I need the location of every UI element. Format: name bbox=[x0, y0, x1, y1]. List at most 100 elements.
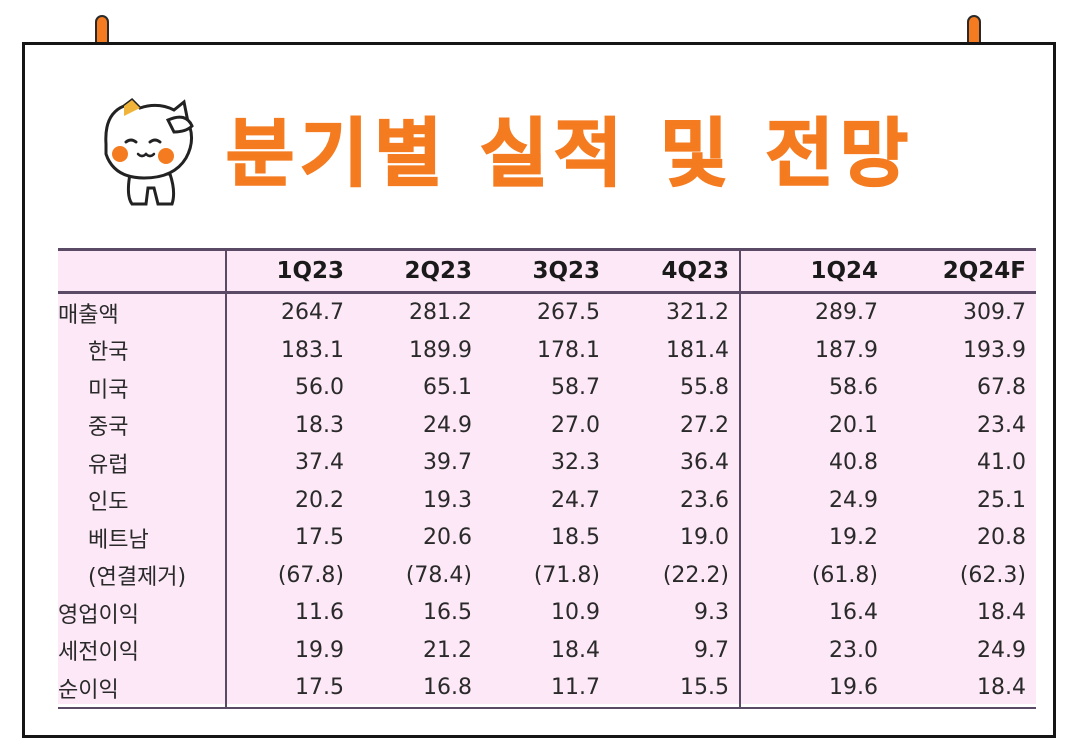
table-row: (연결제거) (67.8) (78.4) (71.8) (22.2) (61.8) (62.… bbox=[58, 556, 1036, 594]
header-cell: 2Q23 bbox=[354, 248, 482, 294]
table-cell: 20.8 bbox=[977, 525, 1026, 551]
table-cell: 20.2 bbox=[225, 481, 354, 519]
table-cell: 21.2 bbox=[423, 637, 472, 663]
table-cell: 10.9 bbox=[551, 600, 600, 626]
table-cell: 267.5 bbox=[537, 300, 600, 326]
table-cell: (22.2) bbox=[662, 562, 729, 588]
table-cell: 24.9 bbox=[423, 412, 472, 438]
row-label: (연결제거) bbox=[88, 565, 187, 591]
table-cell: 58.6 bbox=[739, 369, 888, 407]
table-row: 세전이익 19.9 21.2 18.4 9.7 23.0 24.9 bbox=[58, 631, 1036, 669]
table-cell: 20.6 bbox=[423, 525, 472, 551]
table-cell: 23.0 bbox=[739, 631, 888, 669]
header-cell: 2Q24F bbox=[888, 248, 1036, 294]
table-cell: 189.9 bbox=[409, 337, 472, 363]
table-cell: 19.6 bbox=[739, 669, 888, 709]
table-cell: 37.4 bbox=[225, 444, 354, 482]
table-row: 한국 183.1 189.9 178.1 181.4 187.9 193.9 bbox=[58, 331, 1036, 369]
table-cell: 58.7 bbox=[551, 375, 600, 401]
table-cell: 23.4 bbox=[977, 412, 1026, 438]
header-cell: 1Q24 bbox=[739, 248, 888, 294]
table-cell: 24.7 bbox=[551, 487, 600, 513]
row-label: 세전이익 bbox=[58, 640, 139, 666]
table-cell: (67.8) bbox=[225, 556, 354, 594]
table-row: 미국 56.0 65.1 58.7 55.8 58.6 67.8 bbox=[58, 369, 1036, 407]
table-cell: 19.9 bbox=[225, 631, 354, 669]
table-row: 인도 20.2 19.3 24.7 23.6 24.9 25.1 bbox=[58, 481, 1036, 519]
table-cell: 32.3 bbox=[551, 450, 600, 476]
table-cell: 11.6 bbox=[225, 594, 354, 632]
table-cell: 9.7 bbox=[694, 637, 729, 663]
table-cell: 17.5 bbox=[225, 519, 354, 557]
table-cell: 36.4 bbox=[680, 450, 729, 476]
results-table-container: 1Q23 2Q23 3Q23 4Q23 1Q24 2Q24F 매출액 264.7 2… bbox=[58, 248, 1036, 709]
table-cell: 321.2 bbox=[666, 300, 729, 326]
table-row: 영업이익 11.6 16.5 10.9 9.3 16.4 18.4 bbox=[58, 594, 1036, 632]
table-cell: 41.0 bbox=[977, 450, 1026, 476]
table-cell: 19.3 bbox=[423, 487, 472, 513]
table-cell: 20.1 bbox=[739, 406, 888, 444]
table-cell: 18.3 bbox=[225, 406, 354, 444]
table-cell: 11.7 bbox=[482, 669, 610, 709]
table-cell: (61.8) bbox=[739, 556, 888, 594]
header-cell: 4Q23 bbox=[610, 248, 740, 294]
row-label: 한국 bbox=[88, 340, 129, 366]
row-label: 매출액 bbox=[58, 302, 119, 328]
table-row: 중국 18.3 24.9 27.0 27.2 20.1 23.4 bbox=[58, 406, 1036, 444]
table-header-row: 1Q23 2Q23 3Q23 4Q23 1Q24 2Q24F bbox=[58, 248, 1036, 294]
table-cell: 18.4 bbox=[977, 600, 1026, 626]
table-cell: 16.8 bbox=[354, 669, 482, 709]
table-row: 베트남 17.5 20.6 18.5 19.0 19.2 20.8 bbox=[58, 519, 1036, 557]
table-cell: 27.2 bbox=[680, 412, 729, 438]
header-cell bbox=[58, 248, 226, 294]
row-label: 베트남 bbox=[88, 527, 149, 553]
table-cell: 25.1 bbox=[977, 487, 1026, 513]
table-cell: 181.4 bbox=[666, 337, 729, 363]
header-cell: 1Q23 bbox=[225, 248, 354, 294]
table-cell: 18.4 bbox=[888, 669, 1036, 709]
table-cell: 281.2 bbox=[409, 300, 472, 326]
table-cell: 27.0 bbox=[551, 412, 600, 438]
table-cell: 23.6 bbox=[680, 487, 729, 513]
table-cell: (62.3) bbox=[959, 562, 1026, 588]
table-cell: 289.7 bbox=[739, 292, 888, 332]
row-label: 순이익 bbox=[58, 669, 226, 709]
table-cell: 56.0 bbox=[225, 369, 354, 407]
row-label: 미국 bbox=[88, 377, 129, 403]
table-cell: 16.5 bbox=[423, 600, 472, 626]
table-cell: 65.1 bbox=[423, 375, 472, 401]
table-cell: 9.3 bbox=[694, 600, 729, 626]
table-cell: 24.9 bbox=[739, 481, 888, 519]
table-row: 순이익 17.5 16.8 11.7 15.5 19.6 18.4 bbox=[58, 669, 1036, 709]
row-label: 중국 bbox=[88, 415, 129, 441]
table-cell: 55.8 bbox=[680, 375, 729, 401]
table-cell: 39.7 bbox=[423, 450, 472, 476]
table-cell: 16.4 bbox=[739, 594, 888, 632]
quarterly-results-table: 1Q23 2Q23 3Q23 4Q23 1Q24 2Q24F 매출액 264.7 2… bbox=[58, 248, 1036, 709]
cat-mascot-icon bbox=[104, 98, 194, 206]
table-cell: 19.2 bbox=[739, 519, 888, 557]
table-cell: 24.9 bbox=[977, 637, 1026, 663]
table-cell: 15.5 bbox=[610, 669, 740, 709]
row-label: 유럽 bbox=[88, 452, 129, 478]
table-cell: 67.8 bbox=[977, 375, 1026, 401]
table-cell: (78.4) bbox=[405, 562, 472, 588]
row-label: 영업이익 bbox=[58, 602, 139, 628]
table-cell: 40.8 bbox=[739, 444, 888, 482]
header-cell: 3Q23 bbox=[482, 248, 610, 294]
row-label: 인도 bbox=[88, 490, 129, 516]
page-title: 분기별 실적 및 전망 bbox=[225, 110, 914, 198]
table-cell: 193.9 bbox=[963, 337, 1026, 363]
table-cell: 18.5 bbox=[551, 525, 600, 551]
table-cell: 187.9 bbox=[739, 331, 888, 369]
table-row: 유럽 37.4 39.7 32.3 36.4 40.8 41.0 bbox=[58, 444, 1036, 482]
table-cell: 19.0 bbox=[680, 525, 729, 551]
table-cell: 178.1 bbox=[537, 337, 600, 363]
table-cell: 18.4 bbox=[551, 637, 600, 663]
table-cell: 309.7 bbox=[963, 300, 1026, 326]
table-cell: (71.8) bbox=[533, 562, 600, 588]
table-row: 매출액 264.7 281.2 267.5 321.2 289.7 309.7 bbox=[58, 292, 1036, 332]
table-cell: 264.7 bbox=[225, 292, 354, 332]
table-cell: 17.5 bbox=[225, 669, 354, 709]
table-cell: 183.1 bbox=[225, 331, 354, 369]
